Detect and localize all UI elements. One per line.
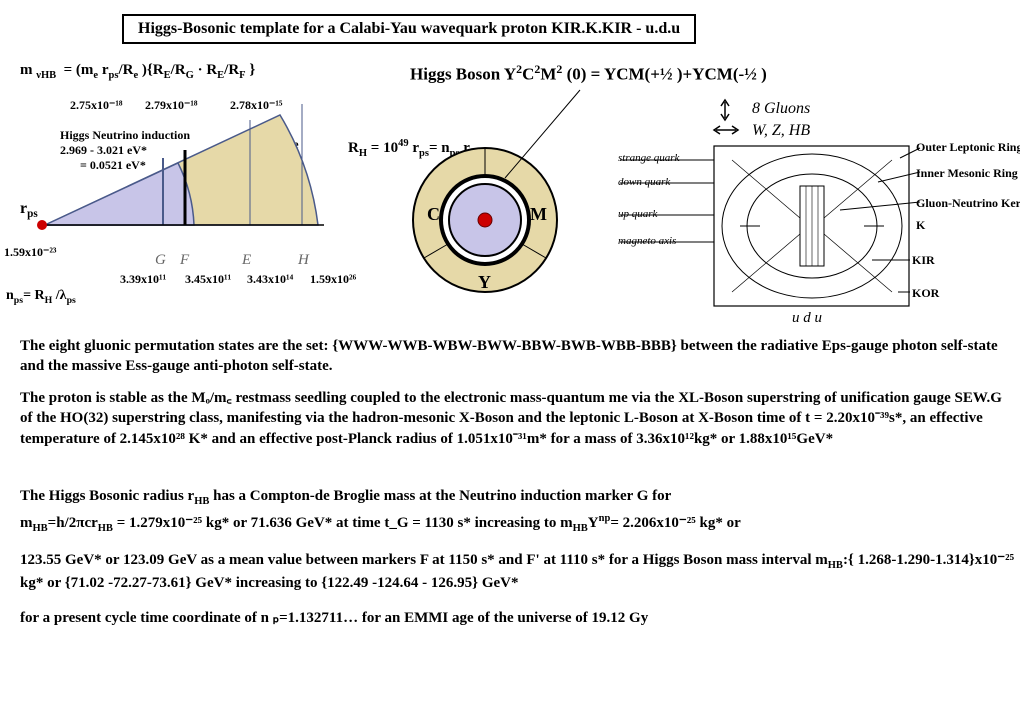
cym-c: C	[427, 204, 440, 225]
para3a: The Higgs Bosonic radius rHB has a Compt…	[20, 486, 1000, 509]
cym-y: Y	[478, 272, 491, 293]
outer-ring: Outer Leptonic Ring	[916, 140, 1020, 155]
inner-ring: Inner Mesonic Ring	[916, 166, 1018, 181]
gluon-kernel: Gluon-Neutrino Kernel	[916, 196, 1020, 211]
kir-label: KIR	[912, 253, 935, 268]
udu: u d u	[792, 310, 822, 327]
magneto-axis: magneto axis	[618, 235, 676, 247]
cym-m: M	[530, 204, 547, 225]
up-quark: up quark	[618, 208, 657, 220]
gluon-arrows	[714, 100, 738, 134]
para1: The eight gluonic permutation states are…	[20, 336, 1000, 377]
down-quark: down quark	[618, 176, 670, 188]
para4: 123.55 GeV* or 123.09 GeV as a mean valu…	[20, 550, 1020, 593]
k-label: K	[916, 218, 925, 233]
para3b: mHB=h/2πcrHB = 1.279x10⁻²⁵ kg* or 71.636…	[20, 512, 1010, 536]
diagrams-svg	[0, 0, 1020, 340]
gluons-label: 8 Gluons	[752, 100, 810, 118]
center-disc	[413, 90, 580, 292]
wedge-diagram	[37, 104, 324, 230]
para2: The proton is stable as the Mₒ/m꜀ restma…	[20, 388, 1010, 449]
strange-quark: strange quark	[618, 152, 679, 164]
right-box	[620, 146, 920, 306]
kor-label: KOR	[912, 286, 939, 301]
para5: for a present cycle time coordinate of n…	[20, 608, 1000, 628]
wzhb-label: W, Z, HB	[752, 122, 810, 140]
